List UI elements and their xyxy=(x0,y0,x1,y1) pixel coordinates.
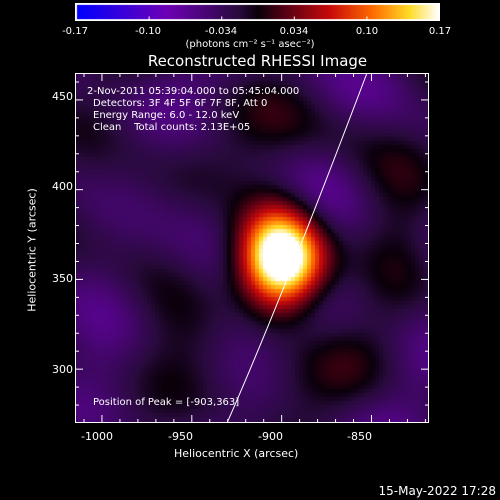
y-axis-label: Heliocentric Y (arcsec) xyxy=(25,188,39,312)
y-tick-label: 350 xyxy=(52,272,73,285)
footer-timestamp: 15-May-2022 17:28 xyxy=(378,484,496,498)
colorbar-units: (photons cm⁻² s⁻¹ asec⁻²) xyxy=(185,39,315,50)
colorbar-tick-label: -0.17 xyxy=(62,26,88,37)
colorbar-tick-label: 0.034 xyxy=(279,26,309,37)
x-tick-label: -1000 xyxy=(81,430,113,443)
colorbar xyxy=(75,3,440,21)
y-tick-label: 300 xyxy=(52,363,73,376)
plot-overlay xyxy=(75,73,429,423)
colorbar-tick-label: 0.17 xyxy=(428,26,452,37)
solar-limb-line xyxy=(226,73,368,423)
image-title: Reconstructed RHESSI Image xyxy=(147,52,368,70)
x-tick-label: -850 xyxy=(347,430,372,443)
y-tick-label: 400 xyxy=(52,180,73,193)
colorbar-tick-label: -0.10 xyxy=(135,26,161,37)
image-plot: 2-Nov-2011 05:39:04.000 to 05:45:04.000 … xyxy=(75,73,429,423)
x-axis-label: Heliocentric X (arcsec) xyxy=(174,447,299,460)
colorbar-tick-label: -0.034 xyxy=(204,26,238,37)
colorbar-gradient xyxy=(75,3,440,21)
x-tick-label: -950 xyxy=(168,430,193,443)
x-tick-label: -900 xyxy=(258,430,283,443)
axis-ticks xyxy=(75,73,429,423)
plot-frame xyxy=(75,73,429,423)
colorbar-tick-label: 0.10 xyxy=(355,26,379,37)
y-tick-label: 450 xyxy=(52,90,73,103)
